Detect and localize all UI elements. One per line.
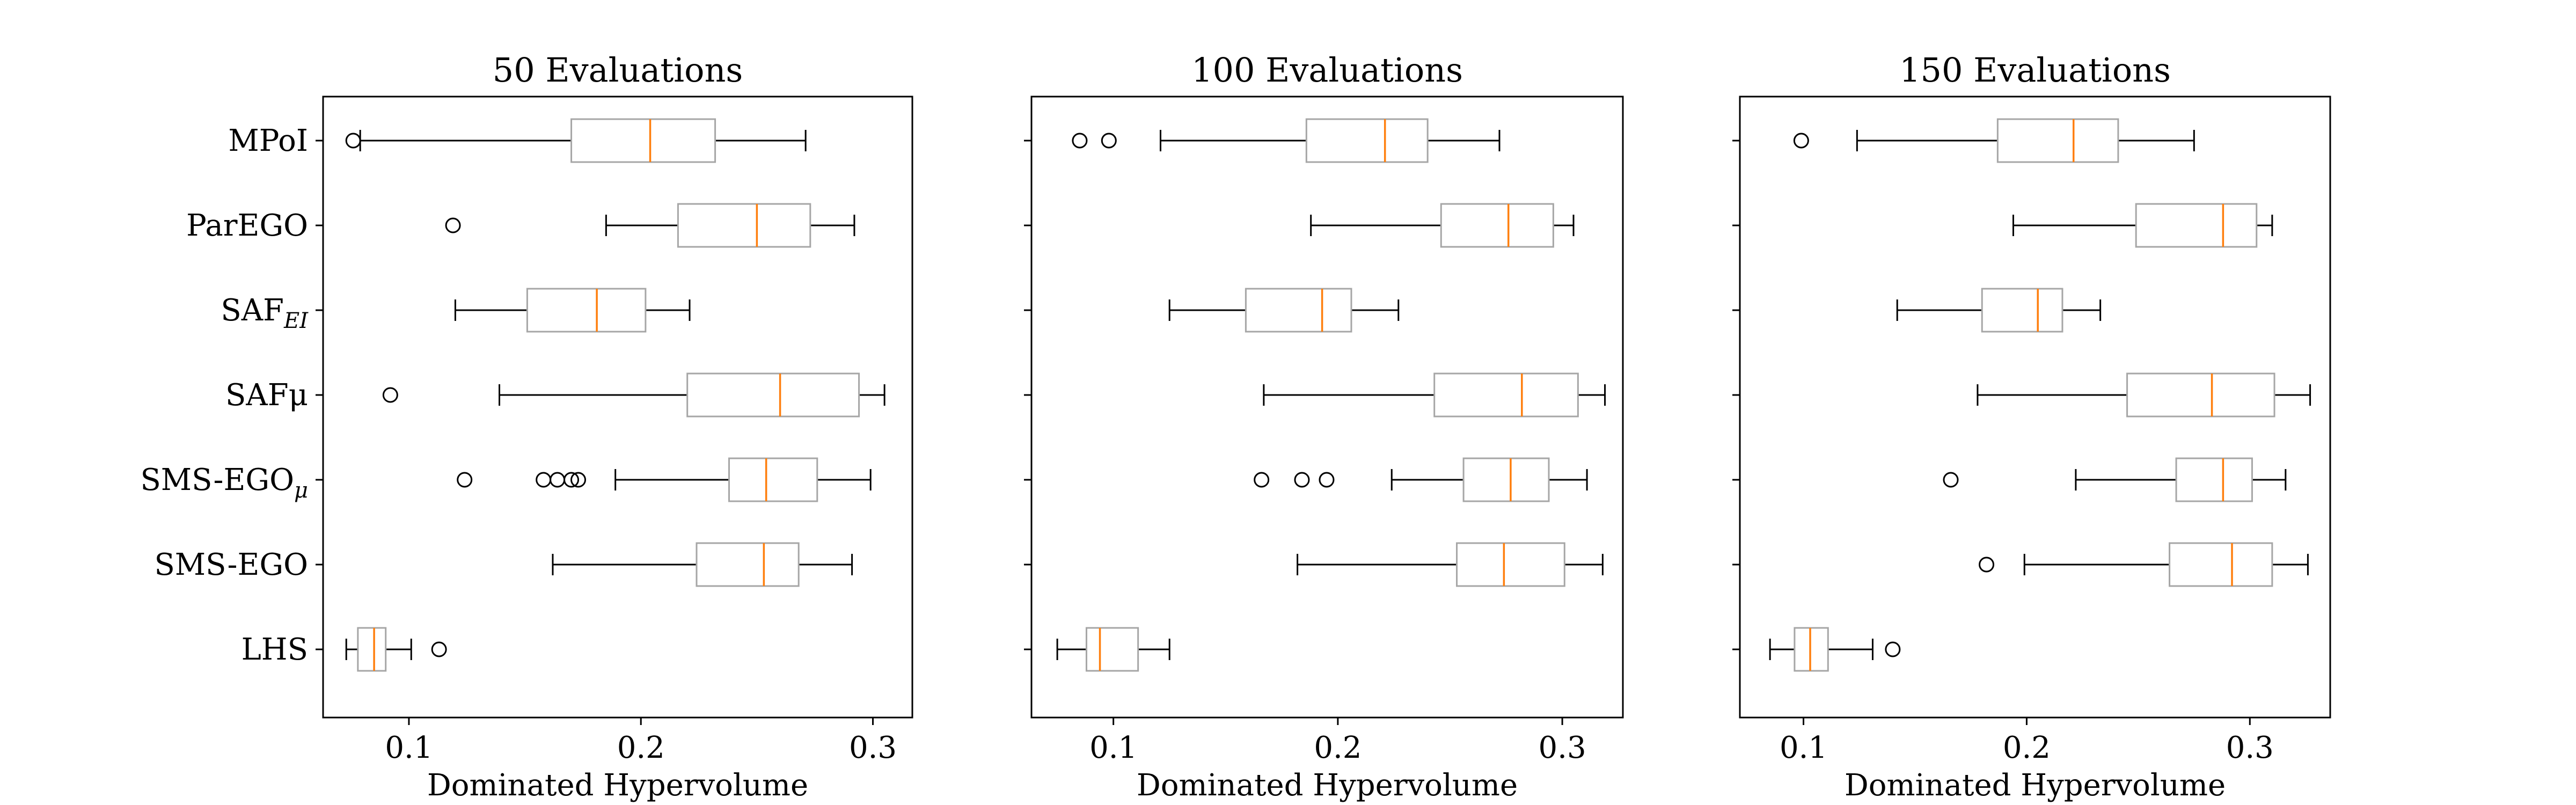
- x-tick-label: 0.2: [1314, 730, 1362, 765]
- outlier-point: [382, 387, 398, 403]
- box-iqr: [686, 372, 860, 418]
- box-5: [1024, 542, 1604, 587]
- category-label-main: SMS-EGO: [140, 463, 294, 497]
- category-label: MPoI: [228, 123, 308, 158]
- x-axis-label: Dominated Hypervolume: [1137, 768, 1518, 803]
- outlier-point: [570, 472, 587, 488]
- x-tick-label: 0.2: [617, 730, 665, 765]
- box-iqr: [1305, 118, 1429, 163]
- box-4: [1732, 457, 2287, 502]
- category-label-subscript: μ: [294, 478, 308, 503]
- box-6: LHS: [241, 627, 447, 672]
- x-tick-label: 0.1: [1089, 730, 1137, 765]
- box-iqr: [1794, 627, 1829, 672]
- outlier-point: [1072, 133, 1088, 149]
- box-1: [1732, 203, 2273, 248]
- box-1: [1024, 203, 1575, 248]
- box-iqr: [2175, 457, 2253, 502]
- category-label-main: SAFμ: [225, 378, 308, 413]
- x-tick-label: 0.1: [1780, 730, 1827, 765]
- category-label: SAFμ: [225, 378, 308, 413]
- x-axis-label: Dominated Hypervolume: [1845, 768, 2226, 803]
- panel-title: 150 Evaluations: [1899, 50, 2171, 90]
- category-label-main: LHS: [241, 632, 308, 667]
- x-tick-label: 0.3: [849, 730, 897, 765]
- box-iqr: [1981, 288, 2063, 333]
- category-label-main: SAF: [221, 293, 284, 328]
- box-3: [1732, 372, 2311, 418]
- box-0: MPoI: [228, 118, 807, 163]
- x-axis-label: Dominated Hypervolume: [427, 768, 808, 803]
- box-iqr: [1433, 372, 1579, 418]
- box-0: [1024, 118, 1501, 163]
- box-5: SMS-EGO: [154, 542, 853, 587]
- panel-title: 50 Evaluations: [493, 50, 743, 90]
- box-iqr: [1996, 118, 2119, 163]
- category-label-main: MPoI: [228, 123, 308, 158]
- box-iqr: [1085, 627, 1139, 672]
- category-label-main: SMS-EGO: [154, 547, 308, 582]
- category-label: SMS-EGO: [154, 547, 308, 582]
- box-iqr: [526, 288, 647, 333]
- box-iqr: [357, 627, 387, 672]
- box-iqr: [696, 542, 800, 587]
- box-iqr: [1462, 457, 1550, 502]
- outlier-point: [445, 217, 461, 233]
- outlier-point: [1943, 472, 1959, 488]
- box-5: [1732, 542, 2309, 587]
- box-6: [1732, 627, 1901, 672]
- x-tick-label: 0.1: [385, 730, 433, 765]
- box-4: [1024, 457, 1588, 502]
- outlier-point: [431, 641, 447, 657]
- category-label: SAFEI: [221, 293, 309, 333]
- x-tick-label: 0.3: [2226, 730, 2274, 765]
- category-label: LHS: [241, 632, 308, 667]
- x-tick-label: 0.2: [2003, 730, 2051, 765]
- category-label-main: ParEGO: [186, 208, 308, 243]
- outlier-point: [1254, 472, 1270, 488]
- box-0: [1732, 118, 2195, 163]
- outlier-point: [1294, 472, 1310, 488]
- box-iqr: [728, 457, 818, 502]
- category-label: ParEGO: [186, 208, 308, 243]
- axes-frame: [322, 96, 913, 719]
- axes-frame: [1030, 96, 1624, 719]
- box-2: SAFEI: [221, 288, 691, 333]
- box-iqr: [570, 118, 716, 163]
- outlier-point: [1979, 557, 1995, 573]
- box-6: [1024, 627, 1170, 672]
- axes-frame: [1739, 96, 2331, 719]
- outlier-point: [1319, 472, 1335, 488]
- box-iqr: [1440, 203, 1554, 248]
- box-2: [1024, 288, 1400, 333]
- panel-1: 100 Evaluations 0.1 0.2 0.3 Dominated Hyperv…: [1024, 50, 1624, 803]
- outlier-point: [1885, 641, 1901, 657]
- box-3: SAFμ: [225, 372, 885, 418]
- box-iqr: [2135, 203, 2258, 248]
- box-iqr: [677, 203, 811, 248]
- panel-title: 100 Evaluations: [1191, 50, 1463, 90]
- box-iqr: [1245, 288, 1352, 333]
- category-label-subscript: EI: [283, 309, 309, 333]
- category-label: SMS-EGOμ: [140, 463, 308, 503]
- outlier-point: [1793, 133, 1809, 149]
- box-1: ParEGO: [186, 203, 855, 248]
- panel-0: 50 Evaluations 0.1 0.2 0.3 Dominated Hypervo…: [140, 50, 913, 803]
- box-iqr: [2126, 372, 2275, 418]
- box-iqr: [1456, 542, 1565, 587]
- outlier-point: [457, 472, 473, 488]
- box-2: [1732, 288, 2102, 333]
- box-4: SMS-EGOμ: [140, 457, 872, 503]
- outlier-point: [1101, 133, 1117, 149]
- box-3: [1024, 372, 1606, 418]
- box-iqr: [2169, 542, 2273, 587]
- outlier-point: [564, 472, 580, 488]
- x-tick-label: 0.3: [1539, 730, 1586, 765]
- outlier-point: [345, 133, 361, 149]
